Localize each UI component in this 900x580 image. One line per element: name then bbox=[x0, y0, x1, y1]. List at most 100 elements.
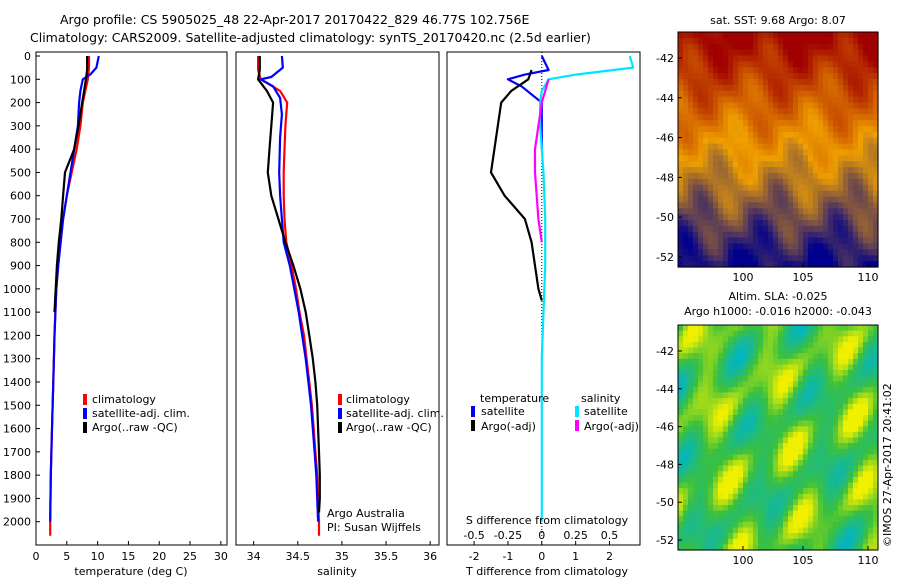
heatmap-cell bbox=[713, 114, 719, 121]
heatmap-cell bbox=[768, 196, 774, 203]
heatmap-cell bbox=[783, 392, 789, 399]
heatmap-cell bbox=[688, 84, 694, 92]
heatmap-cell bbox=[788, 386, 794, 394]
heatmap-cell bbox=[703, 437, 709, 444]
legend-swatch-climatology bbox=[338, 394, 342, 405]
heatmap-cell bbox=[828, 375, 834, 382]
heatmap-cell bbox=[848, 431, 854, 439]
heatmap-cell bbox=[753, 126, 759, 133]
heatmap-cell bbox=[758, 392, 764, 399]
heatmap-cell bbox=[863, 225, 869, 233]
heatmap-cell bbox=[723, 426, 729, 433]
heatmap-cell bbox=[763, 49, 769, 57]
heatmap-cell bbox=[753, 173, 759, 180]
heatmap-cell bbox=[768, 243, 774, 250]
heatmap-cell bbox=[718, 465, 724, 472]
heatmap-cell bbox=[868, 493, 874, 500]
heatmap-cell bbox=[793, 137, 799, 145]
legend-label-climatology: climatology bbox=[346, 393, 410, 406]
heatmap-cell bbox=[688, 403, 694, 410]
heatmap-cell bbox=[778, 178, 784, 186]
heatmap-cell bbox=[718, 131, 724, 139]
heatmap-cell bbox=[713, 437, 719, 444]
heatmap-cell bbox=[768, 214, 774, 221]
heatmap-cell bbox=[803, 358, 809, 365]
heatmap-cell bbox=[733, 208, 739, 215]
heatmap-cell bbox=[803, 84, 809, 92]
heatmap-cell bbox=[708, 505, 714, 512]
heatmap-cell bbox=[718, 454, 724, 461]
heatmap-cell bbox=[783, 237, 789, 245]
heatmap-cell bbox=[713, 96, 719, 104]
heatmap-cell bbox=[833, 375, 839, 382]
heatmap-cell bbox=[753, 330, 759, 337]
heatmap-cell bbox=[693, 67, 699, 74]
heatmap-cell bbox=[858, 521, 864, 529]
heatmap-cell bbox=[863, 527, 869, 534]
heatmap-cell bbox=[793, 243, 799, 250]
heatmap-cell bbox=[778, 437, 784, 444]
heatmap-cell bbox=[723, 102, 729, 109]
heatmap-cell bbox=[723, 370, 729, 377]
heatmap-cell bbox=[858, 353, 864, 360]
heatmap-cell bbox=[733, 73, 739, 80]
heatmap-cell bbox=[683, 409, 689, 416]
heatmap-cell bbox=[863, 505, 869, 512]
heatmap-cell bbox=[678, 184, 684, 192]
heatmap-cell bbox=[823, 392, 829, 399]
heatmap-cell bbox=[863, 325, 869, 332]
heatmap-cell bbox=[853, 353, 859, 360]
heatmap-cell bbox=[713, 454, 719, 461]
sla-map-frame bbox=[677, 324, 879, 551]
heatmap-cell bbox=[833, 482, 839, 489]
heatmap-cell bbox=[723, 443, 729, 450]
heatmap-cell bbox=[833, 415, 839, 422]
heatmap-cell bbox=[773, 505, 779, 512]
heatmap-cell bbox=[768, 409, 774, 416]
heatmap-cell bbox=[863, 392, 869, 399]
heatmap-cell bbox=[863, 330, 869, 337]
heatmap-cell bbox=[693, 443, 699, 450]
heatmap-cell bbox=[813, 375, 819, 382]
heatmap-cell bbox=[798, 527, 804, 534]
heatmap-cell bbox=[793, 67, 799, 74]
heatmap-cell bbox=[723, 448, 729, 455]
sla-map-title-line2: Argo h1000: -0.016 h2000: -0.043 bbox=[684, 305, 872, 318]
heatmap-cell bbox=[798, 409, 804, 416]
heatmap-cell bbox=[858, 102, 864, 109]
heatmap-cell bbox=[778, 499, 784, 506]
heatmap-cell bbox=[773, 454, 779, 461]
heatmap-cell bbox=[838, 375, 844, 382]
heatmap-cell bbox=[763, 510, 769, 517]
heatmap-cell bbox=[818, 231, 824, 239]
heatmap-cell bbox=[828, 237, 834, 245]
heatmap-cell bbox=[743, 370, 749, 377]
heatmap-cell bbox=[718, 37, 724, 45]
heatmap-cell bbox=[783, 516, 789, 523]
heatmap-cell bbox=[868, 149, 874, 156]
heatmap-cell bbox=[808, 137, 814, 145]
heatmap-cell bbox=[853, 190, 859, 198]
heatmap-cell bbox=[873, 190, 879, 198]
heatmap-cell bbox=[763, 79, 769, 86]
heatmap-cell bbox=[753, 471, 759, 478]
heatmap-cell bbox=[733, 178, 739, 186]
heatmap-cell bbox=[823, 32, 829, 39]
heatmap-cell bbox=[833, 392, 839, 399]
heatmap-cell bbox=[753, 67, 759, 74]
heatmap-cell bbox=[703, 90, 709, 98]
heatmap-cell bbox=[863, 108, 869, 115]
heatmap-cell bbox=[703, 330, 709, 337]
heatmap-cell bbox=[843, 482, 849, 489]
heatmap-cell bbox=[718, 120, 724, 127]
heatmap-cell bbox=[803, 336, 809, 343]
heatmap-cell bbox=[798, 79, 804, 86]
heatmap-cell bbox=[848, 448, 854, 455]
heatmap-cell bbox=[793, 255, 799, 262]
heatmap-cell bbox=[818, 178, 824, 186]
heatmap-cell bbox=[733, 325, 739, 332]
heatmap-cell bbox=[688, 533, 694, 540]
heatmap-cell bbox=[678, 231, 684, 239]
heatmap-cell bbox=[683, 32, 689, 39]
heatmap-cell bbox=[863, 120, 869, 127]
